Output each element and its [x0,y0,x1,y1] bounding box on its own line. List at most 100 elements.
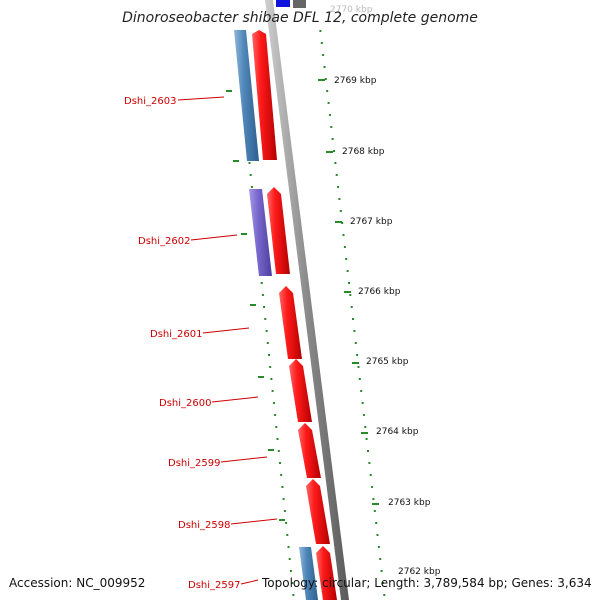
ruler-dot [372,498,375,500]
gc-dot [280,474,283,476]
leader-2600 [211,396,259,403]
gc-dot [263,306,266,308]
ruler-dot [382,582,384,584]
ruler-dot [328,114,331,116]
ruler-track-outer [319,30,386,596]
gene-label-2597: Dshi_2597 [188,580,240,591]
ruler-dot [334,162,337,164]
gc-dot [285,522,288,524]
ruler-dot [352,318,354,320]
inner-tick [226,90,232,92]
ruler-dot [380,570,383,572]
inner-tick [250,304,256,306]
inner-tick [268,449,274,451]
gc-dot [250,186,253,188]
ruler-dot [322,54,325,56]
ruler-dot [319,30,322,32]
gc-dot [272,402,275,404]
inner-ticks [226,90,285,521]
leader-2601 [202,327,250,334]
ruler-tick [344,291,351,293]
ruler-dot [343,246,346,248]
ruler-tick [352,362,359,364]
gc-dot [268,354,270,356]
ruler-dot [327,102,330,104]
ruler-dot [368,462,371,464]
gc-dot [277,450,280,452]
ruler-dot [335,174,338,176]
ruler-dot [365,438,368,440]
gc-dot [249,174,252,176]
ruler-dot [367,450,369,452]
gene-label-2598: Dshi_2598 [178,520,230,531]
ruler-label-2770: 2770 kbp [330,5,373,15]
gene-label-2603: Dshi_2603 [124,96,176,107]
ruler-tick [361,432,368,434]
gene-label-2602: Dshi_2602 [138,236,190,247]
ruler-dot [342,234,345,236]
ruler-dot [330,126,333,128]
ruler-dot [362,414,365,416]
gc-dot [292,594,295,596]
inner-tick [241,233,247,235]
ruler-dot [356,354,359,356]
gene-block-2599 [298,423,321,478]
leader-2599 [220,456,268,463]
gc-dot [289,570,292,572]
ruler-label-2765: 2765 kbp [366,357,409,367]
ruler-dot [345,258,348,260]
ruler-dot [346,270,349,272]
ruler-dot [341,222,344,224]
ruler-dot [323,66,326,68]
gc-dot [264,318,267,320]
ruler-dot [379,558,382,560]
ruler-dot [369,474,372,476]
gc-dot [283,510,286,512]
ruler-label-2767: 2767 kbp [350,217,393,227]
ruler-tick [326,151,333,153]
gc-dot [281,486,284,488]
gene-block-blue-1 [234,30,259,161]
ruler-dot [358,378,361,380]
gc-dot [274,414,277,416]
map-title: Dinoroseobacter shibae DFL 12, complete … [122,10,478,26]
gene-label-2601: Dshi_2601 [150,329,202,340]
ruler-dot [371,486,374,488]
gene-block-2601 [279,286,302,359]
ruler-dot [349,294,352,296]
ruler-label-2768: 2768 kbp [342,147,385,157]
gc-dot [279,462,281,464]
ruler-dot [376,534,379,536]
ruler-dot [375,522,378,524]
gc-dot [288,558,291,560]
gene-block-2603 [252,30,277,160]
inner-tick [258,376,264,378]
gc-dot [276,438,279,440]
topology-text: Topology: circular; Length: 3,789,584 bp… [261,576,592,590]
leader-2603 [177,96,225,101]
gc-dot [282,498,285,500]
ruler-tick [335,221,342,223]
gene-block-purple-2602 [249,189,272,276]
accession-text: Accession: NC_009952 [9,576,145,590]
gc-dot [261,294,264,296]
ruler-tick [372,503,379,505]
ruler-dot [337,186,340,188]
ruler-dot [333,150,335,152]
leader-2597 [240,579,259,585]
ruler-label-2766: 2766 kbp [358,287,401,297]
ruler-dot [339,210,342,212]
ruler-dot [360,390,363,392]
gc-dot [269,366,272,368]
gc-dot [270,378,273,380]
ruler-dot [324,78,327,80]
gc-dot [271,390,274,392]
gc-dot [275,426,278,428]
ruler-tick [318,79,325,81]
gc-dot [291,582,294,584]
ruler-dot [354,342,357,344]
gene-block-blue-2597 [299,547,318,600]
ruler-label-2769: 2769 kbp [334,76,377,86]
ruler-dot [373,510,376,512]
